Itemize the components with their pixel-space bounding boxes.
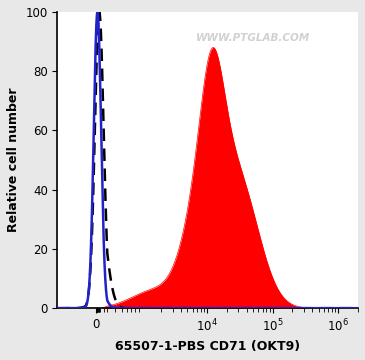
Y-axis label: Relative cell number: Relative cell number xyxy=(7,88,20,232)
Text: WWW.PTGLAB.COM: WWW.PTGLAB.COM xyxy=(196,33,310,43)
X-axis label: 65507-1-PBS CD71 (OKT9): 65507-1-PBS CD71 (OKT9) xyxy=(115,340,300,353)
